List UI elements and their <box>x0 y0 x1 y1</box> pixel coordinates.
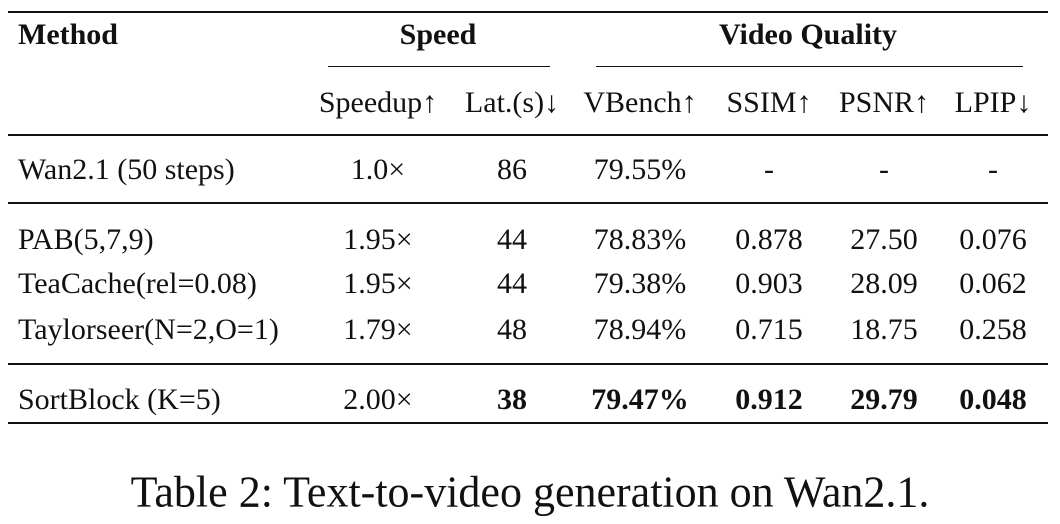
column-header: SSIM↑ <box>726 86 812 119</box>
cell: 0.062 <box>959 267 1027 300</box>
cell: - <box>764 153 774 186</box>
group-rule <box>328 66 550 67</box>
cell: 44 <box>497 223 527 256</box>
cell: 29.79 <box>850 383 918 416</box>
cell: 38 <box>497 383 527 416</box>
cell: 1.95× <box>343 267 413 300</box>
cell: 44 <box>497 267 527 300</box>
column-header: Lat.(s)↓ <box>464 86 560 119</box>
cell: 27.50 <box>850 223 918 256</box>
mid-rule <box>8 202 1048 204</box>
mid-rule <box>8 363 1048 365</box>
cell: 78.83% <box>593 223 687 256</box>
cell: 0.878 <box>735 223 803 256</box>
row-label: PAB(5,7,9) <box>18 223 154 256</box>
cell: 0.903 <box>735 267 803 300</box>
row-label: TeaCache(rel=0.08) <box>18 267 257 300</box>
cell: 0.258 <box>959 313 1027 346</box>
column-header: PSNR↑ <box>838 86 930 119</box>
row-label: SortBlock (K=5) <box>18 383 221 416</box>
bottom-rule <box>8 422 1048 424</box>
cell: 79.38% <box>593 267 687 300</box>
cell: 1.79× <box>343 313 413 346</box>
cell: - <box>879 153 889 186</box>
cell: 1.0× <box>350 153 406 186</box>
cell: 78.94% <box>593 313 687 346</box>
cell: 86 <box>497 153 527 186</box>
column-header: VBench↑ <box>583 86 697 119</box>
cell: 28.09 <box>850 267 918 300</box>
cell: 2.00× <box>343 383 413 416</box>
cell: - <box>988 153 998 186</box>
header-rule <box>8 134 1048 136</box>
top-rule <box>8 11 1048 13</box>
row-label: Taylorseer(N=2,O=1) <box>18 313 279 346</box>
group-header: Speed <box>399 18 477 51</box>
cell: 79.47% <box>591 383 689 416</box>
group-rule <box>596 66 1023 67</box>
cell: 1.95× <box>343 223 413 256</box>
cell: 0.715 <box>735 313 803 346</box>
cell: 0.912 <box>735 383 803 416</box>
cell: 0.048 <box>959 383 1027 416</box>
group-header: Video Quality <box>718 18 898 51</box>
row-label: Wan2.1 (50 steps) <box>18 153 235 186</box>
cell: 48 <box>497 313 527 346</box>
column-header: Speedup↑ <box>318 86 438 119</box>
caption: Table 2: Text-to-video generation on Wan… <box>130 467 930 517</box>
cell: 18.75 <box>850 313 918 346</box>
column-header: LPIP↓ <box>954 86 1032 119</box>
cell: 0.076 <box>959 223 1027 256</box>
method-header: Method <box>18 18 118 51</box>
cell: 79.55% <box>593 153 687 186</box>
